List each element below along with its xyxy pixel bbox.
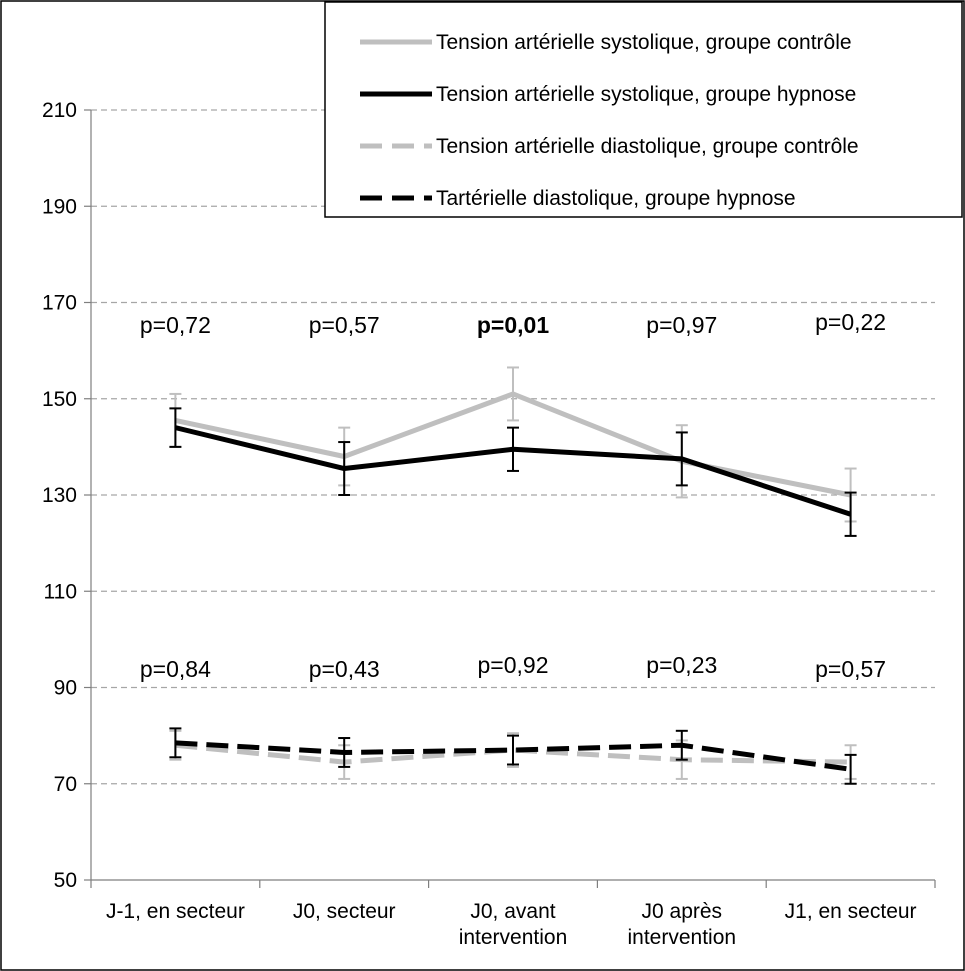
- axes: [84, 109, 936, 888]
- legend-label: Tension artérielle diastolique, groupe c…: [436, 135, 859, 158]
- y-tick-label: 210: [42, 99, 77, 122]
- p-value-label: p=0,22: [815, 309, 886, 335]
- legend-label: Tartérielle diastolique, groupe hypnose: [436, 187, 796, 210]
- x-tick-label: J0, secteur: [293, 900, 396, 923]
- p-value-label: p=0,23: [646, 652, 717, 678]
- x-tick-label: J0, avant intervention: [459, 900, 568, 949]
- y-tick-label: 90: [54, 677, 77, 700]
- p-value-label: p=0,57: [309, 312, 380, 338]
- y-tick-label: 110: [44, 580, 77, 603]
- x-tick-label: J1, en secteur: [785, 900, 917, 923]
- y-tick-label: 190: [42, 195, 77, 218]
- series-1: [169, 407, 857, 537]
- p-value-label: p=0,43: [309, 656, 380, 682]
- series-3: [169, 727, 857, 785]
- p-value-label: p=0,84: [140, 656, 211, 682]
- y-tick-label: 50: [54, 869, 77, 892]
- y-tick-label: 130: [42, 484, 77, 507]
- legend-box: [324, 1, 963, 218]
- y-axis-ticks: 50 70 90 110 130 150 170 190 210: [42, 99, 77, 892]
- x-axis-ticks: J-1, en secteur J0, secteur J0, avant inter…: [106, 900, 917, 949]
- p-value-label: p=0,97: [646, 312, 717, 338]
- series-line: [175, 740, 851, 772]
- x-tick-label: J-1, en secteur: [106, 900, 245, 923]
- y-tick-label: 150: [42, 388, 77, 411]
- x-tick-label: J0 après intervention: [628, 900, 737, 949]
- p-value-label: p=0,57: [815, 656, 886, 682]
- y-tick-label: 70: [54, 773, 77, 796]
- legend-label: Tension artérielle systolique, groupe co…: [436, 31, 852, 54]
- p-value-label: p=0,01: [477, 312, 549, 338]
- series-line: [175, 742, 851, 765]
- legend: Tension artérielle systolique, groupe co…: [324, 1, 963, 218]
- legend-label: Tension artérielle systolique, groupe hy…: [436, 83, 856, 106]
- p-value-label: p=0,92: [478, 652, 549, 678]
- y-tick-label: 170: [42, 292, 77, 315]
- p-value-annotations: p=0,72 p=0,57 p=0,01 p=0,97 p=0,22 p=0,84 p=0,…: [140, 309, 886, 682]
- p-value-label: p=0,72: [140, 312, 211, 338]
- series-group: [169, 366, 857, 785]
